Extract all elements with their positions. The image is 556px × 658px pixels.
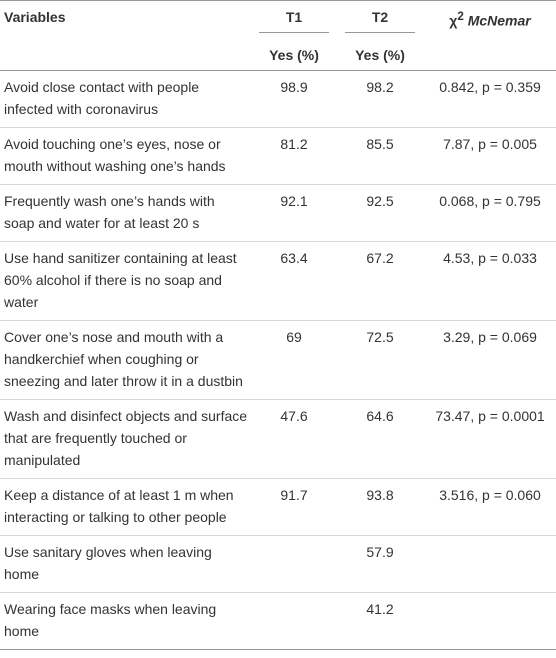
- header-cell: Variables: [4, 9, 66, 25]
- variable-cell: Frequently wash one’s hands with soap an…: [4, 193, 215, 231]
- variable-cell: Use hand sanitizer containing at least 6…: [4, 250, 237, 310]
- t2-cell: 98.2: [366, 79, 394, 95]
- stat-cell: 3.516, p = 0.060: [439, 487, 541, 503]
- t1-cell: [252, 536, 336, 593]
- variable-cell: Wearing face masks when leaving home: [4, 601, 217, 639]
- variable-cell: Avoid touching one’s eyes, nose or mouth…: [4, 136, 226, 174]
- header-cell: T1: [252, 1, 336, 41]
- variable-cell: Use sanitary gloves when leaving home: [4, 544, 212, 582]
- table-row: Use hand sanitizer containing at least 6…: [0, 241, 556, 321]
- stat-cell: 0.068, p = 0.795: [439, 193, 541, 209]
- header-text: T1: [285, 9, 303, 25]
- table-row: Use sanitary gloves when leaving home 57.…: [0, 535, 556, 593]
- header-cell: χ2 McNemar: [424, 1, 556, 41]
- subheader-cell: Yes (%): [269, 47, 319, 63]
- variable-cell: Wash and disinfect objects and surface t…: [4, 408, 248, 468]
- t2-cell: 57.9: [366, 544, 394, 560]
- t2-cell: 93.8: [366, 487, 394, 503]
- t1-cell: 92.1: [280, 193, 308, 209]
- t1-cell: 91.7: [280, 487, 308, 503]
- t1-cell: 98.9: [280, 79, 308, 95]
- t1-cell: 47.6: [280, 408, 308, 424]
- t2-cell: 64.6: [366, 408, 394, 424]
- table-row: Avoid close contact with people infected…: [0, 70, 556, 128]
- variable-cell: Keep a distance of at least 1 m when int…: [4, 487, 234, 525]
- stat-cell: 0.842, p = 0.359: [439, 79, 541, 95]
- table-row: Wash and disinfect objects and surface t…: [0, 399, 556, 479]
- t1-cell: [252, 593, 336, 650]
- table-row: Wearing face masks when leaving home 41.2: [0, 592, 556, 650]
- variable-cell: Avoid close contact with people infected…: [4, 79, 200, 117]
- stat-cell: [424, 536, 556, 593]
- stat-sup: 2: [457, 10, 464, 23]
- t2-cell: 92.5: [366, 193, 394, 209]
- t2-cell: 85.5: [366, 136, 394, 152]
- stat-name: McNemar: [467, 12, 531, 29]
- t1-cell: 63.4: [280, 250, 308, 266]
- table-row: Avoid touching one’s eyes, nose or mouth…: [0, 127, 556, 185]
- stat-cell: 4.53, p = 0.033: [443, 250, 537, 266]
- variable-cell: Cover one’s nose and mouth with a handke…: [4, 329, 243, 389]
- header-text: T2: [371, 9, 389, 25]
- table-row: Cover one’s nose and mouth with a handke…: [0, 320, 556, 400]
- subheader-cell: Yes (%): [355, 47, 405, 63]
- t2-cell: 41.2: [366, 601, 394, 617]
- stat-cell: [424, 593, 556, 650]
- stat-symbol: χ: [449, 12, 458, 29]
- stat-cell: 73.47, p = 0.0001: [435, 408, 545, 424]
- t2-cell: 67.2: [366, 250, 394, 266]
- table-row: Frequently wash one’s hands with soap an…: [0, 184, 556, 242]
- t2-cell: 72.5: [366, 329, 394, 345]
- stat-cell: 7.87, p = 0.005: [443, 136, 537, 152]
- table-row: Keep a distance of at least 1 m when int…: [0, 478, 556, 536]
- header-cell: T2: [336, 1, 424, 41]
- t1-cell: 81.2: [280, 136, 308, 152]
- stat-cell: 3.29, p = 0.069: [443, 329, 537, 345]
- t1-cell: 69: [286, 329, 302, 345]
